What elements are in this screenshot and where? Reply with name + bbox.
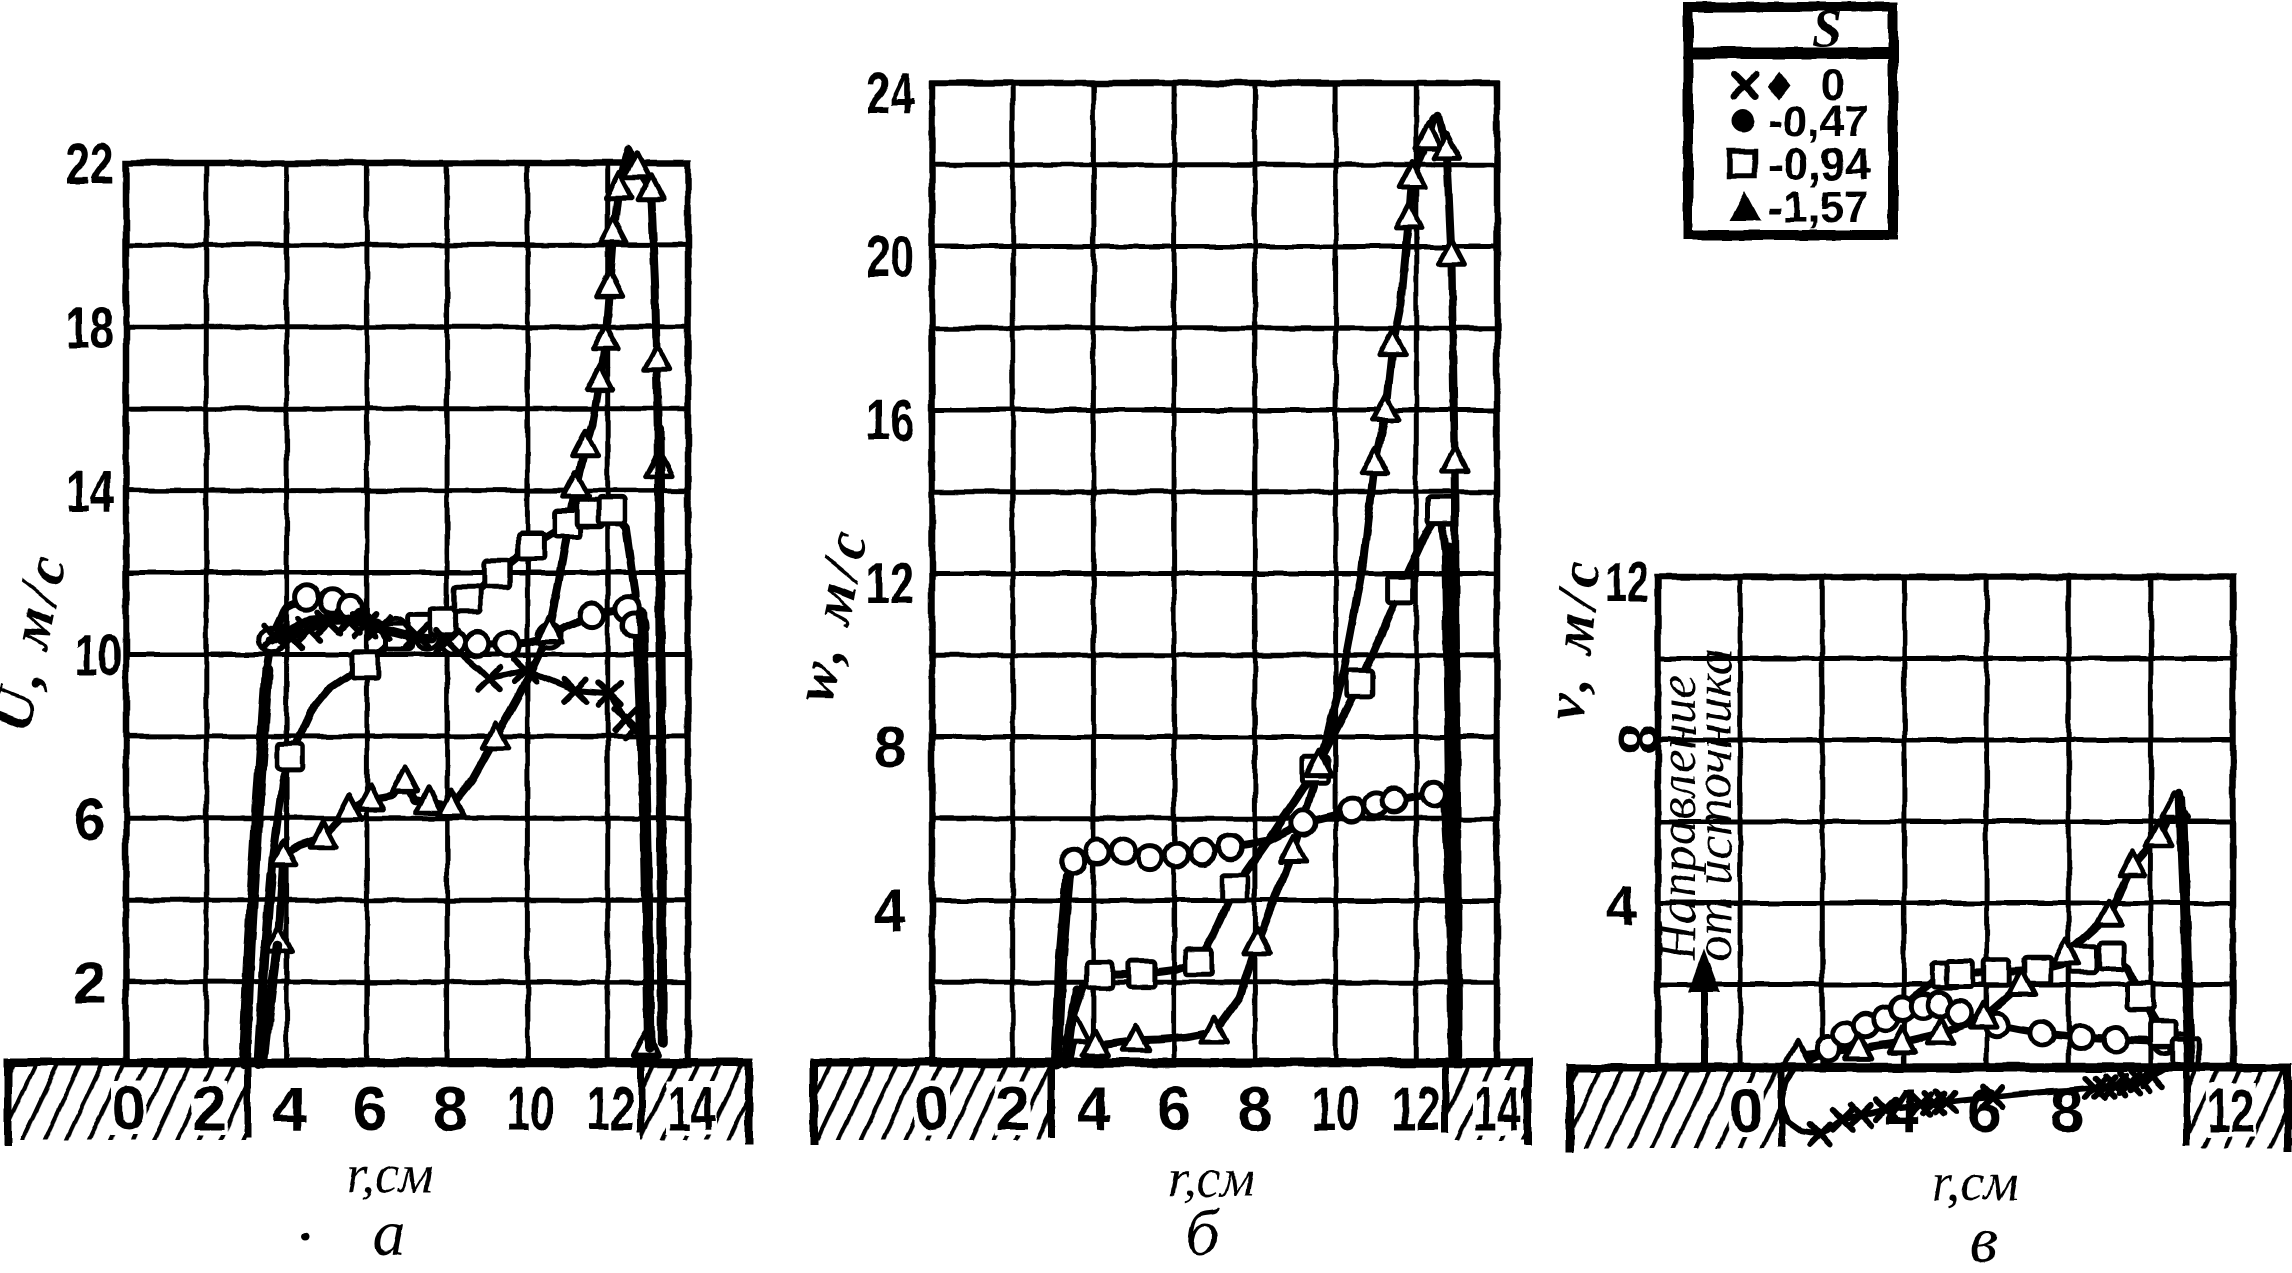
- svg-text:16: 16: [866, 388, 914, 453]
- svg-text:8: 8: [1607, 723, 1670, 754]
- svg-text:14: 14: [1473, 1075, 1521, 1144]
- svg-text:22: 22: [66, 132, 114, 197]
- svg-text:r,см: r,см: [347, 1144, 434, 1204]
- svg-text:8: 8: [433, 1075, 467, 1144]
- svg-text:8: 8: [2049, 1077, 2083, 1146]
- svg-text:а: а: [373, 1197, 406, 1268]
- svg-text:0: 0: [1729, 1077, 1763, 1146]
- svg-text:14: 14: [66, 460, 114, 525]
- svg-text:2: 2: [74, 951, 106, 1016]
- svg-text:-0,47: -0,47: [1768, 97, 1868, 146]
- svg-text:18: 18: [66, 296, 114, 361]
- svg-text:0: 0: [915, 1075, 949, 1144]
- svg-text:8: 8: [874, 715, 906, 780]
- svg-text:2: 2: [995, 1075, 1029, 1144]
- svg-text:12: 12: [1605, 550, 1649, 613]
- svg-text:r,см: r,см: [1932, 1152, 2019, 1212]
- svg-text:S: S: [1813, 1, 1842, 58]
- svg-text:10: 10: [1312, 1075, 1360, 1144]
- svg-text:4: 4: [874, 879, 906, 944]
- svg-text:4: 4: [1076, 1075, 1111, 1144]
- svg-text:б: б: [1185, 1197, 1220, 1268]
- svg-text:12: 12: [1392, 1075, 1440, 1144]
- svg-text:r,см: r,см: [1168, 1148, 1255, 1208]
- svg-text:-0,94: -0,94: [1768, 139, 1871, 190]
- svg-text:0: 0: [1821, 61, 1845, 110]
- svg-text:12: 12: [587, 1075, 635, 1144]
- svg-text:4: 4: [272, 1075, 307, 1144]
- svg-text:20: 20: [866, 225, 914, 290]
- svg-text:6: 6: [1157, 1075, 1191, 1144]
- svg-text:6: 6: [1967, 1077, 2001, 1146]
- svg-text:6: 6: [74, 787, 106, 852]
- svg-text:10: 10: [506, 1075, 554, 1144]
- svg-text:14: 14: [667, 1075, 715, 1144]
- svg-text:Направление: Направление: [1650, 675, 1707, 962]
- svg-text:8: 8: [1238, 1075, 1272, 1144]
- svg-text:6: 6: [353, 1075, 387, 1144]
- svg-text:24: 24: [866, 61, 914, 126]
- svg-text:от источника: от источника: [1686, 648, 1743, 961]
- svg-text:12: 12: [866, 552, 914, 617]
- svg-text:10: 10: [74, 624, 122, 689]
- svg-text:12: 12: [2207, 1077, 2255, 1146]
- svg-text:2: 2: [192, 1075, 226, 1144]
- svg-text:0: 0: [112, 1075, 146, 1144]
- svg-text:в: в: [1970, 1204, 1999, 1268]
- svg-text:4: 4: [1885, 1077, 1920, 1146]
- svg-text:4: 4: [1605, 874, 1636, 937]
- svg-text:-1,57: -1,57: [1768, 183, 1868, 232]
